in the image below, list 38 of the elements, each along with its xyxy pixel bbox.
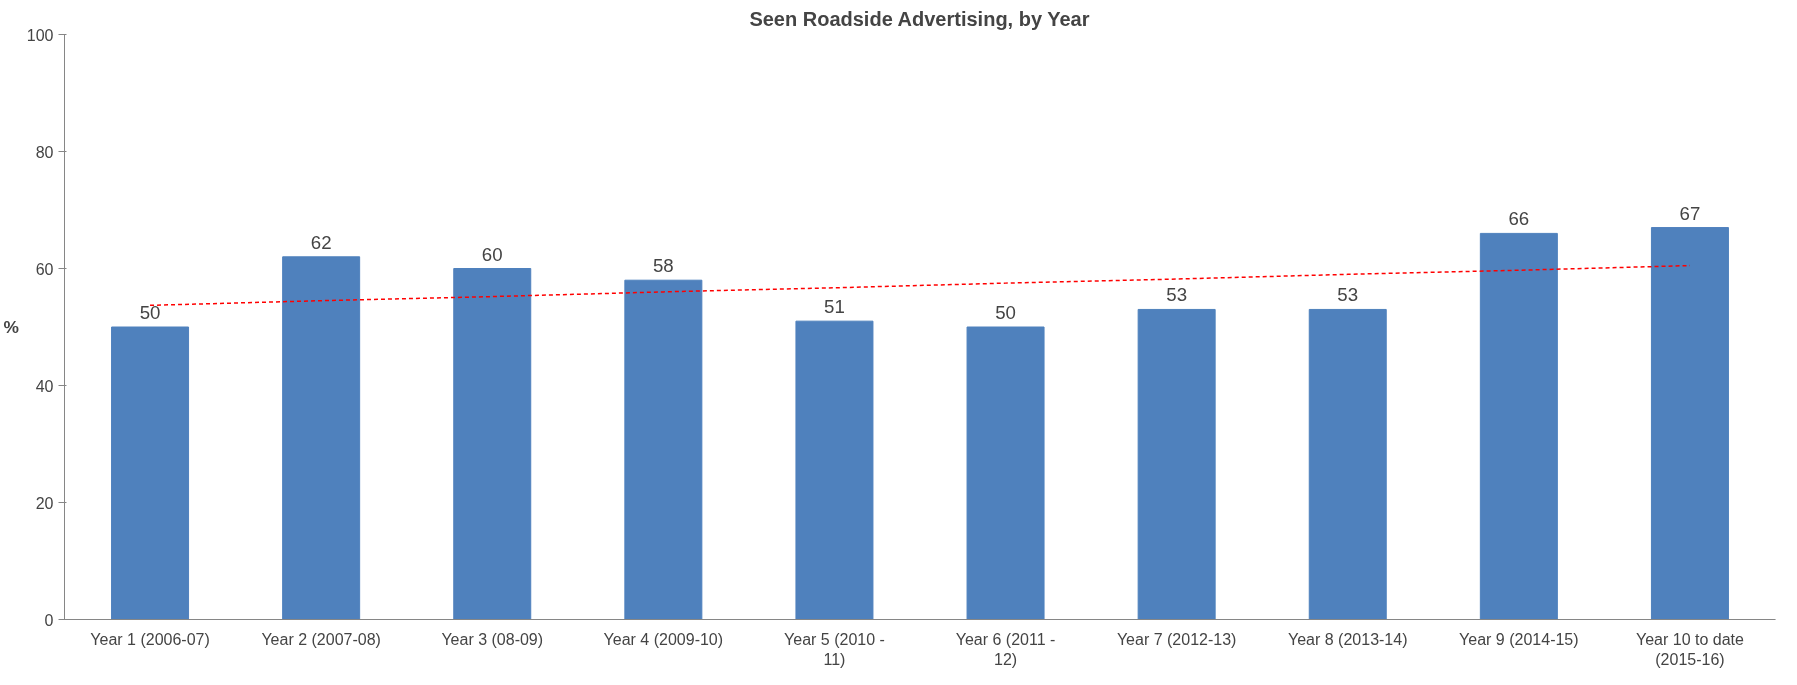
bar: [1137, 308, 1216, 620]
data-label: 53: [1337, 284, 1359, 306]
x-tick-label: Year 5 (2010 - 11): [784, 630, 885, 668]
bar: [966, 326, 1045, 620]
y-tick-label: 20: [35, 494, 54, 512]
chart-title: Seen Roadside Advertising, by Year: [749, 7, 1090, 30]
y-tick-label: 60: [35, 260, 54, 278]
data-label: 53: [1166, 284, 1188, 306]
x-tick-label: Year 2 (2007-08): [261, 630, 381, 648]
y-tick-label: 100: [26, 26, 54, 44]
bar: [282, 256, 361, 620]
bar: [624, 279, 703, 620]
y-tick-label: 40: [35, 377, 54, 395]
data-label: 67: [1679, 202, 1701, 224]
data-label: 66: [1508, 208, 1530, 230]
x-tick-label: Year 10 to date (2015-16): [1635, 630, 1745, 668]
x-tick-label: Year 3 (08-09): [441, 630, 544, 648]
data-label: 58: [652, 255, 674, 277]
x-tick-label: Year 4 (2009-10): [603, 630, 724, 648]
data-label: 62: [310, 231, 332, 253]
data-label: 60: [481, 243, 503, 265]
x-tick-label: Year 7 (2012-13): [1116, 630, 1237, 648]
x-tick-label: Year 9 (2014-15): [1459, 630, 1579, 648]
bar: [795, 320, 874, 620]
y-tick-label: 80: [35, 143, 54, 161]
bar: [111, 326, 190, 620]
bar: [1650, 227, 1729, 620]
data-label: 50: [995, 302, 1016, 323]
x-tick-label: Year 8 (2013-14): [1288, 630, 1408, 648]
data-label: 51: [824, 296, 845, 318]
x-tick-label: Year 6 (2011 - 12): [955, 630, 1056, 668]
bar: [453, 268, 532, 620]
x-tick-label: Year 1 (2006-07): [90, 630, 210, 648]
bar: [1308, 308, 1387, 620]
bar: [1479, 232, 1558, 620]
y-tick-label: 0: [44, 611, 54, 629]
y-axis-title: %: [3, 317, 19, 337]
data-label: 50: [139, 302, 161, 323]
